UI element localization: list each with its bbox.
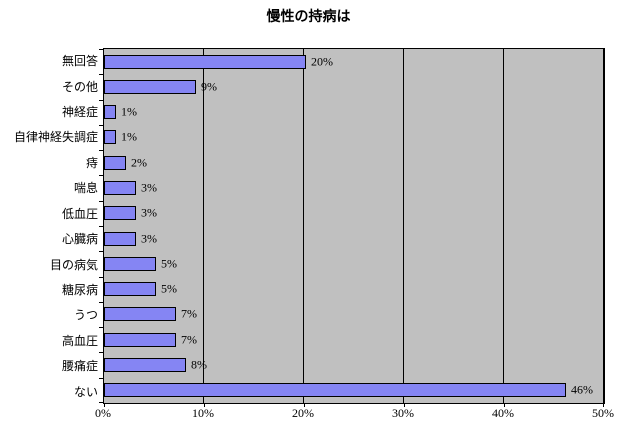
category-label: 糖尿病 <box>61 283 98 297</box>
bar <box>104 332 176 347</box>
y-axis-tick <box>99 74 103 76</box>
bar-row: 7% <box>104 302 604 327</box>
gridline <box>603 49 604 403</box>
x-axis-tick <box>104 404 105 407</box>
category-label: うつ <box>73 308 98 323</box>
bar <box>104 155 126 170</box>
value-label: 3% <box>141 180 157 195</box>
value-label: 7% <box>181 306 197 321</box>
bar <box>104 282 156 297</box>
bar <box>104 231 136 246</box>
bar <box>104 54 306 69</box>
x-axis-tick <box>204 404 205 407</box>
y-axis-tick <box>99 301 103 303</box>
x-axis-label: 50% <box>592 406 614 420</box>
gridline <box>203 49 204 403</box>
category-label: 無回答 <box>61 54 98 69</box>
y-axis-tick <box>99 251 103 253</box>
category-label: その他 <box>61 79 98 94</box>
bar-row: 7% <box>104 327 604 352</box>
value-label: 9% <box>201 79 217 94</box>
category-label: 痔 <box>85 155 98 170</box>
x-axis-label: 20% <box>292 406 314 420</box>
y-axis-tick <box>99 124 103 126</box>
x-axis-label: 0% <box>95 406 111 420</box>
bar-row: 1% <box>104 100 604 125</box>
value-label: 1% <box>121 129 137 144</box>
x-axis-label: 10% <box>192 406 214 420</box>
value-label: 3% <box>141 205 157 220</box>
bar-row: 1% <box>104 125 604 150</box>
value-label: 1% <box>121 104 137 119</box>
chart-title: 慢性の持病は <box>266 8 351 24</box>
gridline <box>403 49 404 403</box>
value-label: 20% <box>311 54 333 69</box>
bar <box>104 206 136 221</box>
value-label: 7% <box>181 332 197 347</box>
value-label: 3% <box>141 231 157 246</box>
y-axis-tick <box>99 49 103 50</box>
bar-row: 3% <box>104 226 604 251</box>
bar-row: 8% <box>104 352 604 377</box>
x-axis-label: 30% <box>392 406 414 420</box>
category-label: 高血圧 <box>61 333 98 348</box>
x-axis-tick <box>304 404 305 407</box>
value-label: 2% <box>131 155 147 170</box>
plot-area: 20% 9% 1% 1% 2% 3% 3% 3% 5% 5% 7% 7% 8% 46% <box>99 48 605 407</box>
gridline <box>503 49 504 403</box>
y-axis-tick <box>99 226 103 227</box>
value-label: 5% <box>161 256 177 271</box>
category-axis-labels: 無回答その他神経症自律神経失調症痔喘息低血圧心臓病目の病気糖尿病うつ高血圧腰痛症… <box>0 48 98 404</box>
bar-row: 9% <box>104 74 604 99</box>
category-label: 腰痛症 <box>61 359 98 374</box>
category-label: 低血圧 <box>61 206 98 221</box>
bar <box>104 181 136 196</box>
category-label: 心臓病 <box>61 232 98 247</box>
bar-row: 3% <box>104 175 604 200</box>
y-axis-tick <box>99 200 103 202</box>
x-axis-tick <box>504 404 505 407</box>
bar <box>104 383 566 398</box>
bar-row: 3% <box>104 201 604 226</box>
bar-row: 2% <box>104 150 604 175</box>
bar-rows: 20% 9% 1% 1% 2% 3% 3% 3% 5% 5% 7% 7% 8% 46% <box>104 49 604 403</box>
bar-row: 20% <box>104 49 604 74</box>
bar <box>104 105 116 120</box>
bar <box>104 307 176 322</box>
category-label: 喘息 <box>73 181 98 196</box>
bar-row: 5% <box>104 251 604 276</box>
category-label: 神経症 <box>61 105 98 120</box>
bar <box>104 130 116 145</box>
y-axis-tick <box>99 352 103 354</box>
value-label: 46% <box>571 382 593 397</box>
y-axis-tick <box>99 377 103 379</box>
bar <box>104 358 186 373</box>
bar-row: 5% <box>104 277 604 302</box>
y-axis-tick <box>99 276 103 278</box>
x-axis-tick <box>404 404 405 407</box>
bar <box>104 256 156 271</box>
value-label: 5% <box>161 281 177 296</box>
y-axis-tick <box>99 150 103 152</box>
y-axis-tick <box>99 327 103 329</box>
category-label: 自律神経失調症 <box>13 130 98 145</box>
gridline <box>303 49 304 403</box>
x-axis-tick <box>603 404 604 407</box>
y-axis-tick <box>99 99 103 101</box>
x-axis-label: 40% <box>492 406 514 420</box>
category-label: ない <box>73 384 98 399</box>
y-axis-tick <box>99 402 103 403</box>
x-axis-labels: 0% 10% 20% 30% 40% 50% <box>0 406 617 422</box>
y-axis-tick <box>99 175 103 177</box>
category-label: 目の病気 <box>49 257 98 272</box>
bar-row: 46% <box>104 378 604 403</box>
value-label: 8% <box>191 357 207 372</box>
bar <box>104 79 196 94</box>
